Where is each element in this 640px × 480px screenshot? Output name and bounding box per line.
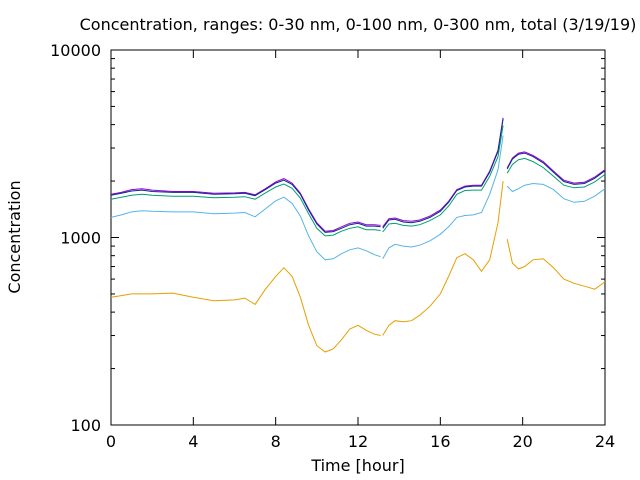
series-1-line-segment-3 bbox=[506, 151, 606, 184]
series-1-line-segment-1 bbox=[110, 178, 381, 232]
series-4-line-segment-3 bbox=[506, 182, 606, 203]
series-4-line-segment-2 bbox=[382, 135, 504, 260]
series-2-line-segment-1 bbox=[110, 179, 381, 233]
x-tick-label: 24 bbox=[595, 432, 615, 451]
plot-area: 100 1000 10000 0 4 8 12 16 20 24 bbox=[50, 41, 615, 451]
x-axis: 0 4 8 12 16 20 24 bbox=[106, 50, 615, 451]
y-axis-label: Concentration bbox=[5, 180, 24, 293]
y-tick-label: 1000 bbox=[60, 229, 101, 248]
plot-frame bbox=[110, 49, 606, 426]
y-axis: 100 1000 10000 bbox=[50, 41, 605, 435]
x-tick-label: 0 bbox=[106, 432, 116, 451]
series-3-line-segment-1 bbox=[110, 183, 381, 237]
x-tick-label: 16 bbox=[430, 432, 450, 451]
series-2-line-segment-2 bbox=[382, 118, 504, 229]
series-5-line-segment-2 bbox=[382, 181, 504, 336]
series-5-line-segment-3 bbox=[506, 238, 606, 290]
series-group bbox=[110, 117, 606, 353]
series-3-line-segment-3 bbox=[506, 157, 606, 189]
x-axis-label: Time [hour] bbox=[310, 456, 404, 475]
x-tick-label: 4 bbox=[188, 432, 198, 451]
series-1-line-segment-2 bbox=[382, 117, 504, 228]
y-tick-label: 100 bbox=[70, 416, 101, 435]
series-2-line-segment-3 bbox=[506, 152, 606, 185]
series-3-line-segment-2 bbox=[382, 125, 504, 233]
y-tick-label: 10000 bbox=[50, 41, 101, 60]
chart-title: Concentration, ranges: 0-30 nm, 0-100 nm… bbox=[80, 15, 637, 34]
x-tick-label: 8 bbox=[271, 432, 281, 451]
series-5-line-segment-1 bbox=[110, 266, 381, 353]
x-tick-label: 12 bbox=[348, 432, 368, 451]
series-4-line-segment-1 bbox=[110, 196, 381, 261]
x-tick-label: 20 bbox=[512, 432, 532, 451]
